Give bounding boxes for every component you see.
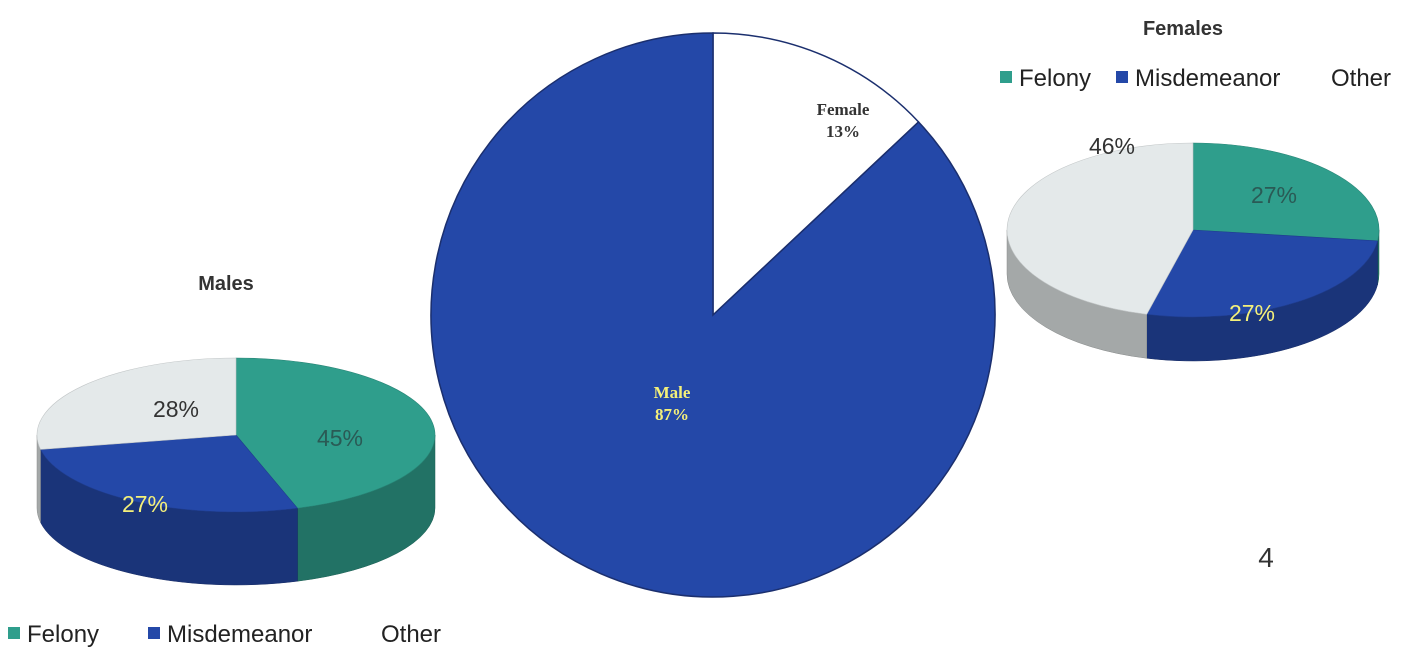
females-legend: Felony Misdemeanor Other <box>1000 65 1391 92</box>
females-legend-label-misdemeanor: Misdemeanor <box>1135 65 1280 92</box>
gender-label-female: Female 13% <box>817 100 870 141</box>
gender-pie-chart: Female 13% Male 87% <box>430 32 996 598</box>
females-legend-label-felony: Felony <box>1019 65 1091 92</box>
females-label-other: 46% <box>1089 133 1135 159</box>
females-slice-misdemeanor <box>1146 229 1378 318</box>
males-label-felony: 45% <box>317 425 363 451</box>
males-slice-other <box>36 357 237 450</box>
females-slice-other <box>1006 142 1194 315</box>
males-label-other: 28% <box>153 396 199 422</box>
gender-slice-male <box>430 32 996 598</box>
females-legend-swatch-misdemeanor <box>1116 71 1128 83</box>
males-label-misdemeanor: 27% <box>122 491 168 517</box>
males-legend-label-misdemeanor: Misdemeanor <box>167 621 312 648</box>
females-label-misdemeanor: 27% <box>1229 300 1275 326</box>
males-legend: Felony Misdemeanor Other <box>8 621 441 648</box>
females-pie-chart: 27% 27% 46% <box>1006 133 1380 362</box>
males-slice-misdemeanor <box>40 434 299 513</box>
gender-slice-female <box>712 32 920 317</box>
females-label-felony: 27% <box>1251 182 1297 208</box>
males-slice-felony <box>235 357 436 509</box>
males-chart-title: Males <box>198 273 254 295</box>
males-legend-label-other: Other <box>381 621 441 648</box>
gender-label-male: Male 87% <box>654 383 691 424</box>
males-legend-swatch-felony <box>8 627 20 639</box>
males-pie-chart: 45% 27% 28% <box>36 357 436 586</box>
females-legend-swatch-felony <box>1000 71 1012 83</box>
females-chart-title: Females <box>1143 18 1223 40</box>
page-number: 4 <box>1258 542 1274 573</box>
males-legend-swatch-misdemeanor <box>148 627 160 639</box>
males-legend-label-felony: Felony <box>27 621 99 648</box>
females-legend-label-other: Other <box>1331 65 1391 92</box>
females-slice-felony <box>1192 142 1380 242</box>
